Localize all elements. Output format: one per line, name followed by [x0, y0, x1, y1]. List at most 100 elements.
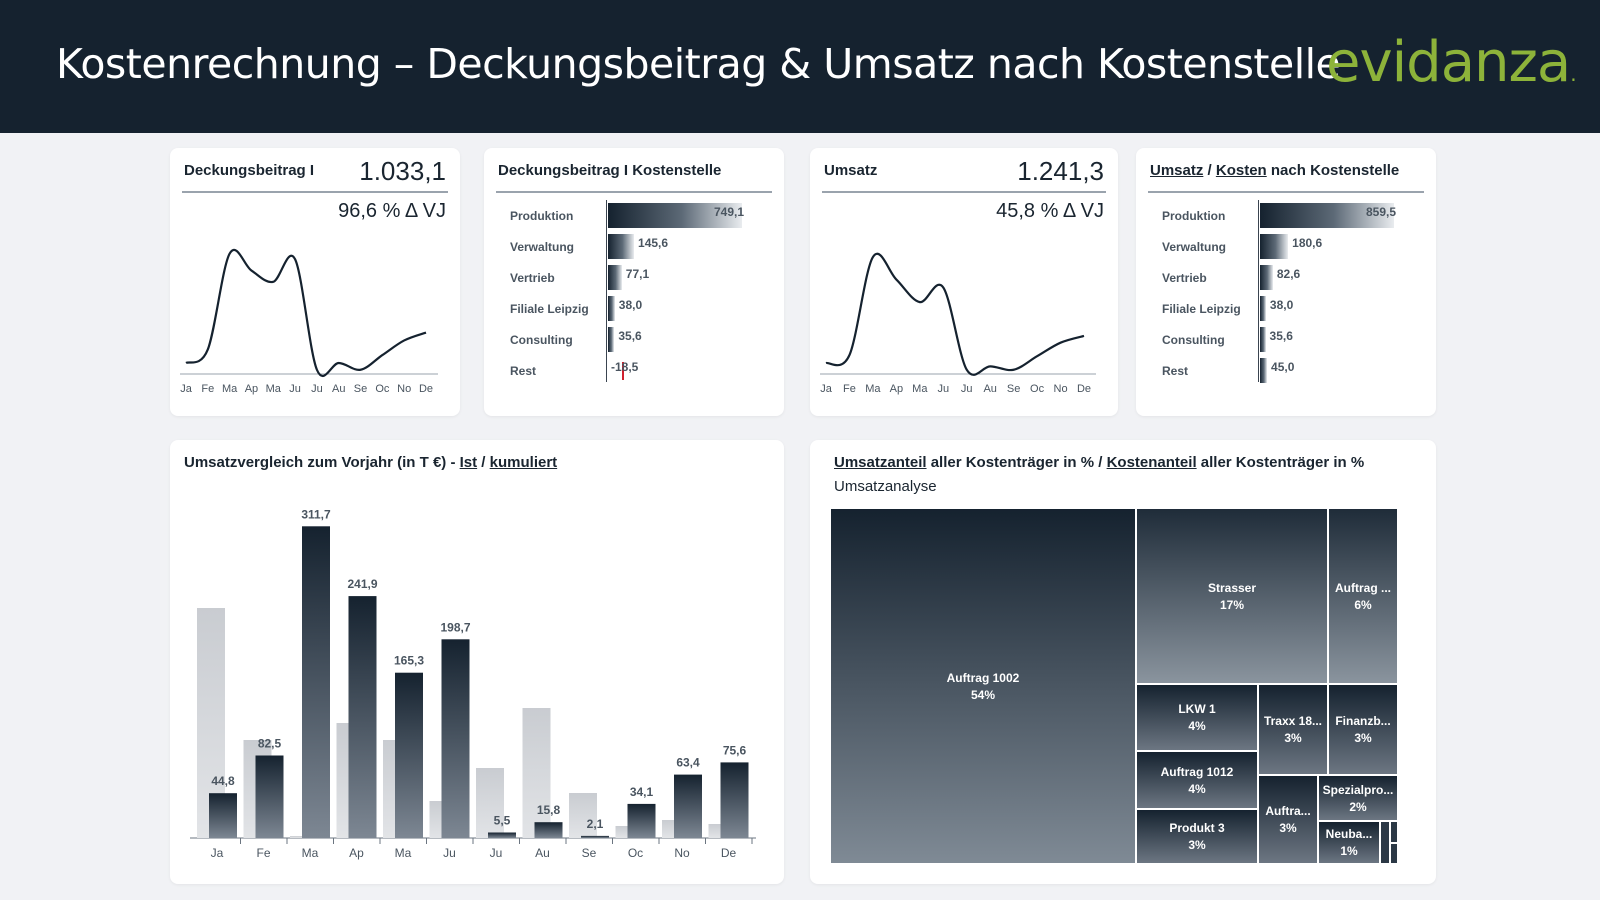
comparison-current-bar[interactable] — [534, 822, 563, 838]
db-bars-card: Deckungsbeitrag I Kostenstelle Produktio… — [484, 148, 784, 416]
db-bars-bar[interactable] — [622, 362, 624, 380]
treemap-cell[interactable]: Spezialpro... 2% — [1318, 775, 1398, 821]
comparison-tick-label: Ap — [349, 846, 364, 860]
umsatz-line-tick-label: Ja — [820, 383, 833, 395]
treemap-subtitle: Umsatzanalyse — [834, 478, 937, 495]
link-umsatz[interactable]: Umsatz — [1150, 162, 1204, 179]
treemap-cell[interactable]: Auftrag 1002 54% — [830, 508, 1136, 864]
treemap-cell[interactable]: Auftrag ... 6% — [1328, 508, 1398, 684]
db-bars-row-label: Consulting — [510, 333, 573, 347]
db-bars-title: Deckungsbeitrag I Kostenstelle — [498, 162, 722, 179]
comparison-current-bar[interactable] — [720, 762, 749, 838]
treemap-cell[interactable]: Auftra... 3% — [1258, 775, 1318, 864]
db-bars-bar[interactable] — [608, 296, 615, 321]
umsatz-bars-bar[interactable] — [1260, 327, 1266, 352]
treemap-cell[interactable]: Produkt 3 3% — [1136, 809, 1258, 864]
comparison-data-label: 198,7 — [440, 620, 470, 634]
header-bar: Kostenrechnung – Deckungsbeitrag & Umsat… — [0, 0, 1600, 133]
link-ist[interactable]: Ist — [459, 454, 478, 471]
treemap-cell[interactable]: Finanzb... 3% — [1328, 684, 1398, 775]
db-bars-rule — [496, 191, 772, 193]
umsatz-bars-bar[interactable] — [1260, 296, 1266, 321]
umsatz-bars-row-label: Rest — [1162, 364, 1189, 378]
umsatz-bars-bar[interactable] — [1260, 358, 1268, 383]
comparison-data-label: 241,9 — [347, 577, 377, 591]
treemap-cell-name: Finanzb... — [1335, 714, 1391, 728]
comparison-current-bar[interactable] — [627, 803, 656, 838]
link-umsatzanteil[interactable]: Umsatzanteil — [834, 454, 927, 471]
db-kpi-title: Deckungsbeitrag I — [184, 162, 315, 179]
treemap-cell[interactable]: Auftrag 1012 4% — [1136, 751, 1258, 809]
treemap-cell-pct: 4% — [1188, 781, 1206, 796]
db-bars-bar-value: -18,5 — [611, 360, 639, 374]
umsatz-line-series-line — [825, 252, 1085, 376]
title-sep: / — [1203, 162, 1216, 179]
umsatz-kpi-delta: 45,8 % Δ VJ — [996, 200, 1104, 222]
db-bars-bar[interactable] — [608, 203, 742, 228]
link-kumuliert[interactable]: kumuliert — [489, 454, 558, 471]
treemap-cell-pct: 17% — [1219, 597, 1245, 612]
comparison-current-bar[interactable] — [348, 596, 377, 838]
db-bars-bar-value: 749,1 — [714, 205, 745, 219]
treemap-small-cell[interactable] — [1390, 821, 1398, 843]
db-kpi-rule — [182, 191, 448, 193]
umsatz-bars-bar[interactable] — [1260, 203, 1394, 228]
comparison-data-label: 15,8 — [537, 803, 561, 817]
treemap-cell-name: LKW 1 — [1178, 702, 1216, 716]
treemap-cell-name: Neuba... — [1325, 827, 1373, 841]
comparison-prev-year-bar[interactable] — [476, 768, 504, 838]
treemap-small-cell[interactable] — [1390, 843, 1398, 864]
db-bars-bar[interactable] — [608, 327, 615, 352]
db-bars-bar-value: 145,6 — [638, 236, 669, 250]
comparison-prev-year-bar[interactable] — [522, 708, 551, 838]
comparison-current-bar[interactable] — [674, 774, 702, 838]
treemap-cell-pct: 3% — [1284, 731, 1302, 745]
comparison-tick-label: No — [674, 846, 690, 860]
db-line-tick-label: Se — [354, 383, 367, 395]
treemap-cell-name: Auftra... — [1265, 804, 1311, 818]
link-kosten[interactable]: Kosten — [1215, 162, 1267, 179]
umsatz-bars-bar[interactable] — [1260, 265, 1273, 290]
umsatz-line-tick-label: Se — [1007, 383, 1020, 395]
comparison-data-label: 75,6 — [723, 743, 747, 757]
comparison-current-bar[interactable] — [209, 793, 237, 838]
umsatz-bars-axis — [1258, 200, 1259, 382]
treemap-cell-pct: 3% — [1188, 838, 1206, 852]
treemap-cell[interactable]: LKW 1 4% — [1136, 684, 1258, 751]
treemap-cell-name: Auftrag ... — [1335, 580, 1391, 595]
umsatz-bars-bar-value: 38,0 — [1269, 298, 1294, 312]
comparison-current-bar[interactable] — [441, 639, 470, 838]
db-bars-bar[interactable] — [608, 234, 635, 259]
comparison-tick-label: Au — [535, 846, 550, 860]
umsatz-line-tick-label: De — [1077, 383, 1091, 395]
umsatz-kpi-card: Umsatz 1.241,3 45,8 % Δ VJ Ja Fe Ma Ap Ma Ju J… — [810, 148, 1118, 416]
treemap-cell[interactable]: Traxx 18... 3% — [1258, 684, 1328, 775]
comparison-current-bar[interactable] — [488, 832, 516, 839]
treemap-cell-pct: 1% — [1340, 844, 1358, 858]
umsatz-line-tick-label: Ma — [865, 383, 881, 395]
treemap-small-cell[interactable] — [1380, 821, 1390, 864]
comparison-tick-label: Ju — [490, 846, 503, 860]
comparison-prev-year-bar[interactable] — [569, 793, 597, 838]
comparison-current-bar[interactable] — [255, 755, 284, 839]
comparison-title-text: Umsatzvergleich zum Vorjahr (in T €) - — [184, 454, 460, 471]
comparison-current-bar[interactable] — [302, 526, 330, 838]
db-kpi-value: 1.033,1 — [359, 156, 446, 186]
db-bars-row-label: Filiale Leipzig — [510, 302, 589, 316]
comparison-tick-label: Oc — [628, 846, 643, 860]
umsatz-bars-bar-value: 45,0 — [1271, 360, 1295, 374]
treemap-cell[interactable]: Neuba... 1% — [1318, 821, 1380, 864]
comparison-current-bar[interactable] — [581, 835, 609, 838]
umsatz-line-tick-label: Ma — [912, 383, 928, 395]
treemap-cell[interactable]: Strasser 17% — [1136, 508, 1328, 684]
umsatz-line-chart: Ja Fe Ma Ap Ma Ju Ju Au Se Oc No De — [820, 252, 1096, 395]
umsatz-bars-row-label: Vertrieb — [1162, 271, 1207, 285]
umsatz-bars-row-label: Verwaltung — [1162, 240, 1227, 254]
db-bars-row-label: Produktion — [510, 209, 574, 223]
comparison-current-bar[interactable] — [395, 672, 423, 838]
link-kostenanteil[interactable]: Kostenanteil — [1106, 454, 1197, 471]
umsatz-bars-bar[interactable] — [1260, 234, 1289, 259]
db-bars-bar[interactable] — [608, 265, 622, 290]
page-title: Kostenrechnung – Deckungsbeitrag & Umsat… — [56, 40, 1341, 88]
umsatz-line-tick-label: Fe — [843, 383, 856, 395]
